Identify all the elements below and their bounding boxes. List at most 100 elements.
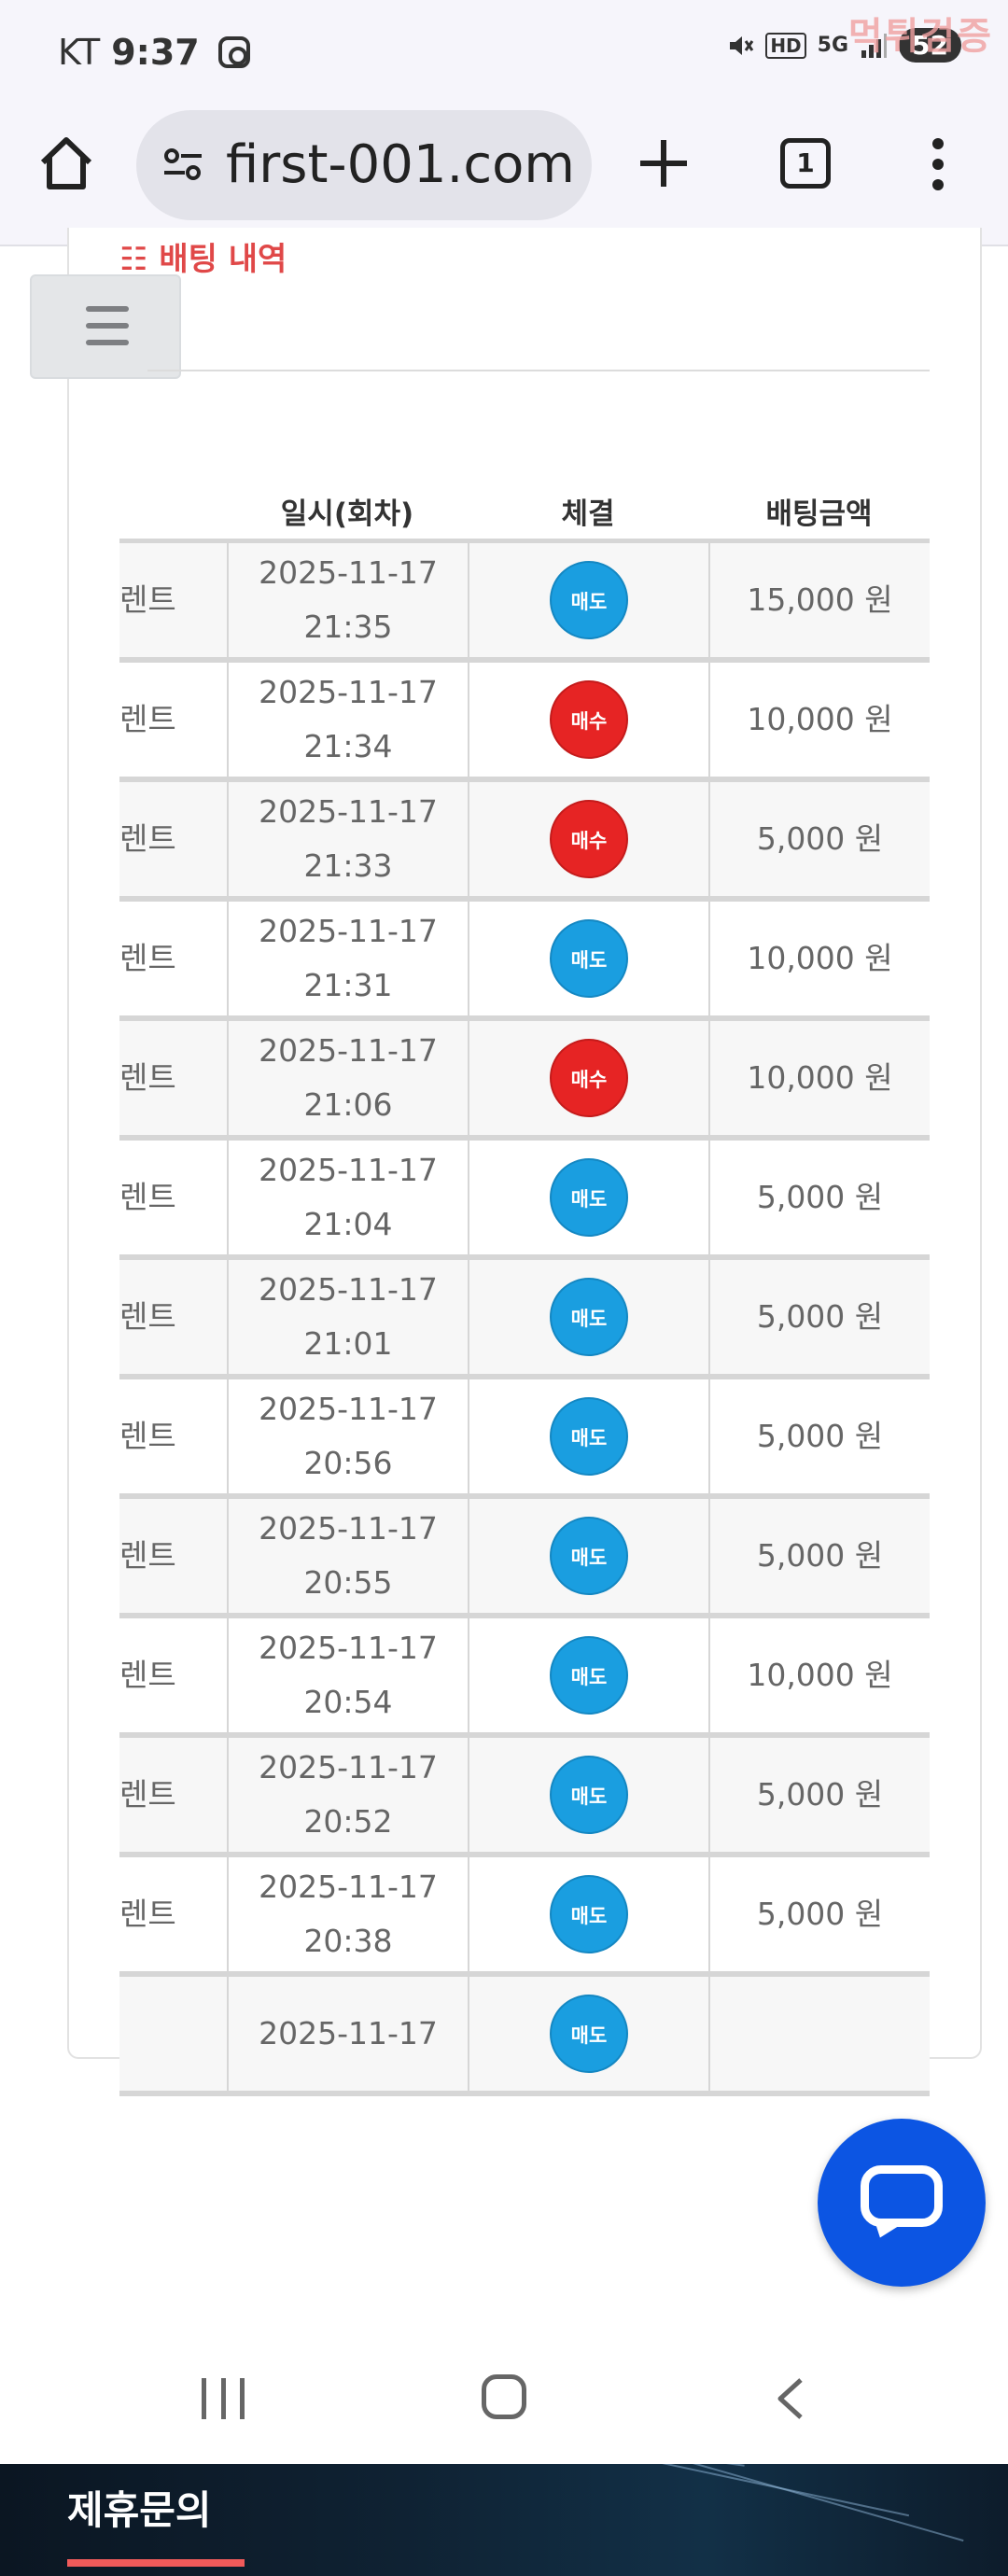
- table-header: 일시(회차) 체결 배팅금액: [119, 487, 930, 543]
- divider: [147, 370, 930, 371]
- cell-time: 20:54: [303, 1684, 393, 1720]
- cell-amount: 15,000 원: [708, 543, 930, 657]
- cell-amount: 5,000 원: [708, 782, 930, 896]
- cell-date: 2025-11-17: [259, 674, 438, 710]
- url-text[interactable]: first-001.com: [226, 134, 575, 195]
- tune-icon[interactable]: [162, 147, 203, 181]
- cell-time: 20:52: [303, 1803, 393, 1840]
- sell-badge: 매도: [550, 1278, 628, 1356]
- status-bar: KT 9:37 HD 5G 52 먹튀검증: [0, 0, 1008, 105]
- cell-date: 2025-11-17: [259, 1749, 438, 1785]
- cell-game: 렌트: [119, 1896, 176, 1932]
- address-bar[interactable]: first-001.com: [136, 110, 592, 220]
- table-row: 렌트 2025-11-17 21:35 매도 15,000 원: [119, 543, 930, 663]
- cell-execution: 매수: [468, 782, 708, 896]
- cell-datetime: 2025-11-17 21:01: [227, 1260, 468, 1374]
- cell-amount: 10,000 원: [708, 663, 930, 777]
- cell-datetime: 2025-11-17 21:35: [227, 543, 468, 657]
- cell-date: 2025-11-17: [259, 1152, 438, 1188]
- cell-time: 21:34: [303, 728, 393, 764]
- menu-icon[interactable]: [30, 274, 181, 379]
- browser-toolbar: first-001.com 1: [0, 105, 1008, 246]
- sell-badge: 매도: [550, 1875, 628, 1953]
- cell-time: 20:56: [303, 1445, 393, 1481]
- cell-amount: [708, 1977, 930, 2091]
- cell-execution: 매수: [468, 1021, 708, 1135]
- buy-badge: 매수: [550, 800, 628, 878]
- sell-badge: 매도: [550, 1995, 628, 2073]
- cell-date: 2025-11-17: [259, 1032, 438, 1069]
- chat-icon[interactable]: [818, 2119, 986, 2287]
- sell-badge: 매도: [550, 1517, 628, 1595]
- table-row: 렌트 2025-11-17 21:34 매수 10,000 원: [119, 663, 930, 782]
- carrier-label: KT: [58, 32, 101, 73]
- table-row: 렌트 2025-11-17 21:04 매도 5,000 원: [119, 1141, 930, 1260]
- cell-game: 렌트: [119, 581, 176, 618]
- status-left: KT 9:37: [58, 32, 250, 73]
- table-row: 렌트 2025-11-17 20:55 매도 5,000 원: [119, 1499, 930, 1618]
- table-row: 렌트 2025-11-17 21:31 매도 10,000 원: [119, 902, 930, 1021]
- cell-game: 렌트: [119, 940, 176, 976]
- cell-datetime: 2025-11-17 20:54: [227, 1618, 468, 1732]
- cell-amount: 10,000 원: [708, 1618, 930, 1732]
- cell-date: 2025-11-17: [259, 1630, 438, 1666]
- cell-time: 21:01: [303, 1325, 393, 1362]
- system-nav-bar: [0, 2330, 1008, 2464]
- plus-icon[interactable]: [638, 138, 689, 189]
- table-row: 렌트 2025-11-17 20:56 매도 5,000 원: [119, 1379, 930, 1499]
- buy-badge: 매수: [550, 680, 628, 759]
- cell-game: 렌트: [119, 1776, 176, 1813]
- network-indicator: 5G: [817, 34, 849, 57]
- cell-amount: 5,000 원: [708, 1260, 930, 1374]
- cell-date: 2025-11-17: [259, 913, 438, 949]
- cell-datetime: 2025-11-17 21:04: [227, 1141, 468, 1254]
- cell-amount: 5,000 원: [708, 1141, 930, 1254]
- table-row: 렌트 2025-11-17 20:52 매도 5,000 원: [119, 1738, 930, 1857]
- cell-datetime: 2025-11-17 20:56: [227, 1379, 468, 1493]
- cell-time: 21:31: [303, 967, 393, 1003]
- cell-amount: 10,000 원: [708, 1021, 930, 1135]
- table-row: 렌트 2025-11-17 20:54 매도 10,000 원: [119, 1618, 930, 1738]
- more-icon[interactable]: [931, 138, 945, 190]
- page-content: ☷ 배팅 내역 일시(회차) 체결 배팅금액 렌트 2025-11-17 21:35…: [0, 228, 1008, 2576]
- nav-home-icon[interactable]: [482, 2374, 526, 2419]
- partnership-inquiry-title[interactable]: 제휴문의: [67, 2487, 212, 2533]
- cell-time: 21:06: [303, 1086, 393, 1123]
- cell-execution: 매도: [468, 1499, 708, 1613]
- cell-datetime: 2025-11-17 21:31: [227, 902, 468, 1015]
- cell-execution: 매도: [468, 543, 708, 657]
- table-row: 2025-11-17 매도: [119, 1977, 930, 2096]
- sell-badge: 매도: [550, 1756, 628, 1834]
- cell-amount: 5,000 원: [708, 1857, 930, 1971]
- status-right: HD 5G 52: [726, 28, 961, 63]
- cell-time: 21:33: [303, 847, 393, 884]
- signal-icon: [861, 33, 888, 58]
- nav-recent-icon[interactable]: [202, 2378, 245, 2419]
- sell-badge: 매도: [550, 1636, 628, 1715]
- cell-date: 2025-11-17: [259, 1391, 438, 1427]
- nav-back-icon[interactable]: [775, 2376, 806, 2421]
- table-row: 렌트 2025-11-17 21:33 매수 5,000 원: [119, 782, 930, 902]
- cell-date: 2025-11-17: [259, 793, 438, 830]
- cell-execution: 매도: [468, 1141, 708, 1254]
- betting-table: 일시(회차) 체결 배팅금액 렌트 2025-11-17 21:35 매도 15,000…: [119, 487, 930, 2246]
- battery-indicator: 52: [899, 28, 961, 63]
- cell-amount: 5,000 원: [708, 1499, 930, 1613]
- cell-execution: 매도: [468, 902, 708, 1015]
- cell-time: 20:55: [303, 1564, 393, 1601]
- cell-datetime: 2025-11-17: [227, 1977, 468, 2091]
- watermark-logo: 먹튀검증: [847, 15, 993, 58]
- sell-badge: 매도: [550, 1158, 628, 1237]
- cell-execution: 매도: [468, 1857, 708, 1971]
- cell-amount: 5,000 원: [708, 1738, 930, 1852]
- cell-date: 2025-11-17: [259, 1869, 438, 1905]
- cell-game: 렌트: [119, 820, 176, 857]
- cell-date: 2025-11-17: [259, 1271, 438, 1308]
- hd-indicator: HD: [765, 32, 806, 59]
- home-icon[interactable]: [35, 133, 97, 194]
- cell-execution: 매수: [468, 663, 708, 777]
- cell-datetime: 2025-11-17 20:38: [227, 1857, 468, 1971]
- tabs-icon[interactable]: 1: [780, 138, 831, 189]
- table-row: 렌트 2025-11-17 21:01 매도 5,000 원: [119, 1260, 930, 1379]
- cell-game: 렌트: [119, 701, 176, 737]
